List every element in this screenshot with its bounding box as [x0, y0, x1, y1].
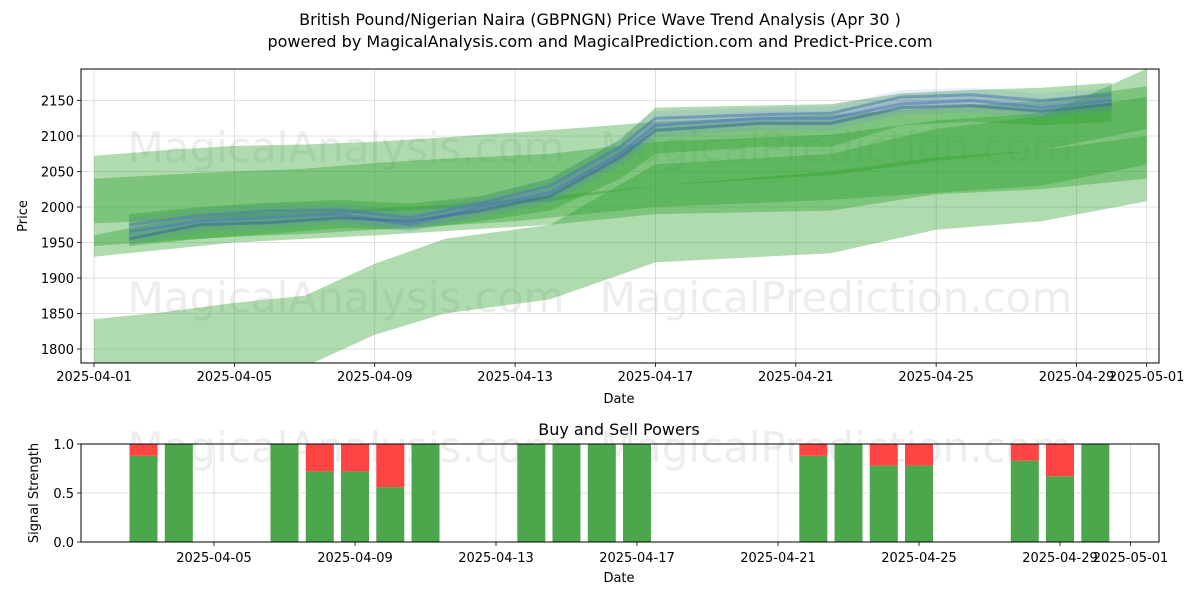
power-chart-title: Buy and Sell Powers [538, 420, 700, 439]
buy-bar [305, 471, 334, 542]
wave-line [128, 93, 1112, 227]
x-tick-label: 2025-04-01 [56, 370, 132, 385]
watermark-text: MagicalAnalysis.com [128, 273, 565, 322]
sell-bar [376, 444, 405, 488]
sell-bar [799, 444, 828, 456]
price-grid [81, 69, 1159, 363]
sell-bar [129, 444, 158, 456]
x-tick-label: 2025-04-17 [599, 551, 675, 566]
x-tick-label: 2025-04-25 [881, 551, 957, 566]
wave-line [128, 99, 1112, 234]
y-axis-label: Signal Strength [27, 443, 42, 543]
x-tick-label: 2025-05-01 [1109, 370, 1185, 385]
x-tick-label: 2025-04-13 [458, 551, 534, 566]
y-tick-label: 1.0 [53, 438, 74, 453]
x-tick-label: 2025-04-25 [898, 370, 974, 385]
x-tick-label: 2025-04-05 [197, 370, 273, 385]
buy-bar [164, 444, 193, 542]
y-tick-label: 2100 [41, 130, 74, 145]
watermark-group-top: MagicalAnalysis.com MagicalPrediction.com… [128, 123, 1073, 322]
price-axes: 2025-04-01 2025-04-05 2025-04-09 2025-04-13… [16, 95, 1184, 408]
watermark-text: MagicalPrediction.com [600, 273, 1073, 322]
buy-bar [1046, 476, 1074, 542]
x-tick-label: 2025-04-09 [317, 551, 393, 566]
x-tick-label: 2025-05-01 [1093, 551, 1169, 566]
sell-bar [1046, 444, 1074, 477]
x-tick-label: 2025-04-29 [1022, 551, 1098, 566]
x-tick-label: 2025-04-05 [176, 551, 252, 566]
trend-band [94, 136, 1147, 257]
buy-bar [376, 487, 405, 542]
price-axes-frame [80, 68, 1160, 364]
buy-bar [905, 465, 933, 542]
x-axis-label: Date [603, 392, 634, 407]
buy-bar [552, 444, 581, 542]
y-tick-label: 0.0 [53, 536, 74, 551]
buy-bar [1010, 460, 1039, 542]
x-axis-label: Date [603, 571, 634, 586]
y-tick-label: 2150 [41, 95, 74, 110]
chart-title: British Pound/Nigerian Naira (GBPNGN) Pr… [299, 10, 901, 29]
watermark-text: MagicalPrediction.com [600, 123, 1073, 172]
y-axis-label: Price [16, 200, 31, 232]
sell-bar [1010, 444, 1039, 461]
y-tick-label: 1950 [41, 237, 74, 252]
y-tick-label: 0.5 [53, 487, 74, 502]
y-tick-label: 2000 [41, 201, 74, 216]
sell-bar [305, 444, 334, 472]
buy-bar [129, 455, 158, 542]
power-axes: 2025-04-05 2025-04-09 2025-04-13 2025-04-17… [27, 438, 1168, 586]
buy-bar [411, 444, 440, 542]
power-plot-area [129, 444, 1110, 542]
buy-bar [1081, 444, 1110, 542]
buy-bar [834, 444, 863, 542]
x-tick-label: 2025-04-21 [740, 551, 816, 566]
sell-bar [869, 444, 898, 466]
watermark-text: MagicalAnalysis.com [128, 123, 565, 172]
price-plot-area [94, 69, 1147, 363]
x-tick-label: 2025-04-21 [758, 370, 834, 385]
buy-bar [587, 444, 616, 542]
trend-band [94, 97, 1147, 224]
trend-band [94, 86, 1147, 247]
buy-bar [869, 465, 898, 542]
buy-bar [799, 455, 828, 542]
y-tick-label: 1800 [41, 343, 74, 358]
x-tick-label: 2025-04-29 [1039, 370, 1115, 385]
buy-bar [623, 444, 651, 542]
buy-bar [341, 471, 369, 542]
trend-band [129, 82, 1112, 247]
wave-line [128, 102, 1112, 241]
y-tick-label: 1850 [41, 308, 74, 323]
chart-subtitle: powered by MagicalAnalysis.com and Magic… [267, 32, 933, 51]
trend-band [94, 69, 1147, 363]
x-tick-label: 2025-04-17 [618, 370, 694, 385]
x-tick-label: 2025-04-09 [337, 370, 413, 385]
y-tick-label: 1900 [41, 272, 74, 287]
sell-bar [905, 444, 933, 466]
x-tick-label: 2025-04-13 [477, 370, 553, 385]
y-tick-label: 2050 [41, 166, 74, 181]
buy-bar [270, 444, 299, 542]
sell-bar [341, 444, 369, 472]
buy-bar [517, 444, 546, 542]
